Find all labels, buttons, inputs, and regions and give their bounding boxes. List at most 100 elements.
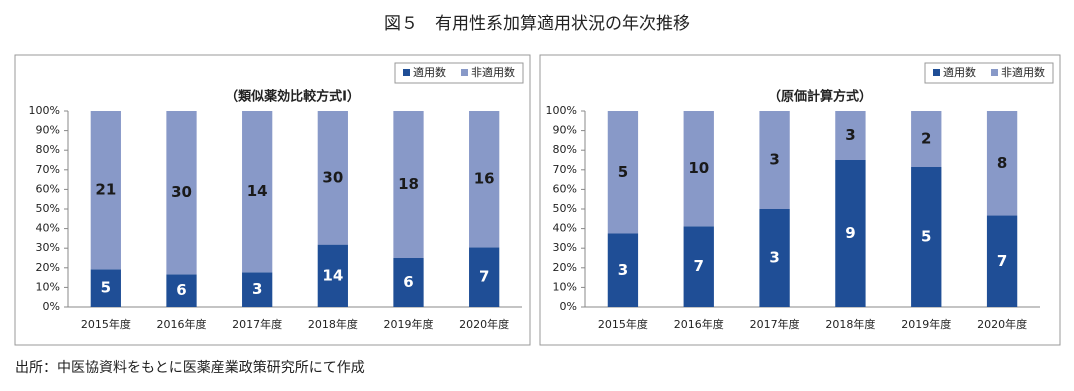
bar-segment (986, 215, 1018, 307)
legend-label: 非適用数 (471, 65, 515, 79)
bar-segment (911, 167, 942, 307)
bar-segment (607, 111, 639, 234)
bar-segment (166, 111, 197, 275)
bar-segment (242, 111, 273, 273)
legend-label: 適用数 (943, 65, 976, 79)
chart-title: （類似薬効比較方式Ⅰ） (225, 89, 360, 105)
y-tick-label: 70% (553, 163, 577, 176)
y-tick-label: 60% (553, 182, 577, 195)
bar-segment (469, 247, 500, 307)
y-tick-label: 50% (36, 202, 60, 215)
value-label: 8 (997, 154, 1007, 172)
x-tick-label: 2018年度 (308, 317, 358, 331)
legend-label: 非適用数 (1001, 65, 1045, 79)
value-label: 21 (95, 181, 116, 199)
legend-swatch (991, 69, 998, 76)
value-label: 30 (171, 183, 192, 201)
value-label: 30 (322, 168, 343, 186)
y-tick-label: 20% (36, 261, 60, 274)
y-tick-label: 90% (553, 124, 577, 137)
bar-segment (317, 111, 348, 245)
bar-segment (607, 233, 639, 307)
bar-segment (393, 258, 424, 307)
legend-swatch (461, 69, 468, 76)
bar-segment (759, 209, 790, 307)
legend-swatch (933, 69, 940, 76)
y-tick-label: 10% (36, 280, 60, 293)
bar-segment (986, 111, 1018, 216)
bar-segment (759, 111, 790, 209)
panel-frame (14, 54, 531, 346)
y-tick-label: 0% (560, 300, 577, 313)
bar-segment (242, 272, 273, 307)
legend-label: 適用数 (413, 65, 446, 79)
y-tick-label: 30% (36, 241, 60, 254)
legend-swatch (403, 69, 410, 76)
panel-frame (539, 54, 1061, 346)
y-tick-label: 70% (36, 163, 60, 176)
value-label: 5 (618, 163, 628, 181)
bar-segment (835, 160, 866, 307)
value-label: 5 (921, 228, 931, 246)
value-label: 14 (247, 182, 268, 200)
value-label: 7 (694, 257, 704, 275)
y-tick-label: 40% (36, 222, 60, 235)
x-tick-label: 2019年度 (901, 317, 951, 331)
bar-segment (90, 111, 121, 270)
value-label: 5 (101, 279, 111, 297)
value-label: 9 (845, 224, 855, 242)
y-tick-label: 0% (43, 300, 60, 313)
chart-title: （原価計算方式） (768, 89, 872, 105)
x-tick-label: 2017年度 (750, 317, 800, 331)
value-label: 16 (474, 170, 495, 188)
y-tick-label: 40% (553, 222, 577, 235)
legend-frame (394, 62, 524, 84)
value-label: 7 (997, 252, 1007, 270)
value-label: 2 (921, 130, 931, 148)
y-tick-label: 80% (36, 143, 60, 156)
y-tick-label: 90% (36, 124, 60, 137)
bar-segment (911, 111, 942, 167)
value-label: 7 (479, 268, 489, 286)
figure-title: 図５ 有用性系加算適用状況の年次推移 (384, 14, 690, 34)
bar-segment (90, 269, 121, 307)
x-tick-label: 2016年度 (157, 317, 207, 331)
bar-segment (683, 226, 714, 307)
value-label: 3 (618, 261, 628, 279)
value-label: 3 (769, 249, 779, 267)
bar-segment (683, 111, 714, 227)
value-label: 6 (403, 273, 413, 291)
y-tick-label: 10% (553, 280, 577, 293)
y-tick-label: 30% (553, 241, 577, 254)
bar-segment (317, 244, 348, 307)
x-tick-label: 2017年度 (232, 317, 282, 331)
value-label: 3 (252, 280, 262, 298)
bar-segment (835, 111, 866, 160)
bar-segment (469, 111, 500, 248)
x-tick-label: 2020年度 (459, 317, 509, 331)
y-tick-label: 100% (29, 104, 60, 117)
y-tick-label: 20% (553, 261, 577, 274)
y-tick-label: 50% (553, 202, 577, 215)
x-tick-label: 2016年度 (674, 317, 724, 331)
bar-segment (393, 111, 424, 258)
x-tick-label: 2019年度 (384, 317, 434, 331)
source-note: 出所：中医協資料をもとに医薬産業政策研究所にて作成 (15, 359, 365, 376)
y-tick-label: 80% (553, 143, 577, 156)
x-tick-label: 2018年度 (825, 317, 875, 331)
value-label: 3 (845, 126, 855, 144)
value-label: 18 (398, 175, 419, 193)
y-tick-label: 60% (36, 182, 60, 195)
legend-frame (924, 62, 1054, 84)
bar-segment (166, 274, 197, 307)
x-tick-label: 2015年度 (598, 317, 648, 331)
value-label: 10 (688, 159, 709, 177)
x-tick-label: 2020年度 (977, 317, 1027, 331)
x-tick-label: 2015年度 (81, 317, 131, 331)
value-label: 14 (322, 266, 343, 284)
value-label: 6 (176, 281, 186, 299)
value-label: 3 (769, 151, 779, 169)
y-tick-label: 100% (546, 104, 577, 117)
